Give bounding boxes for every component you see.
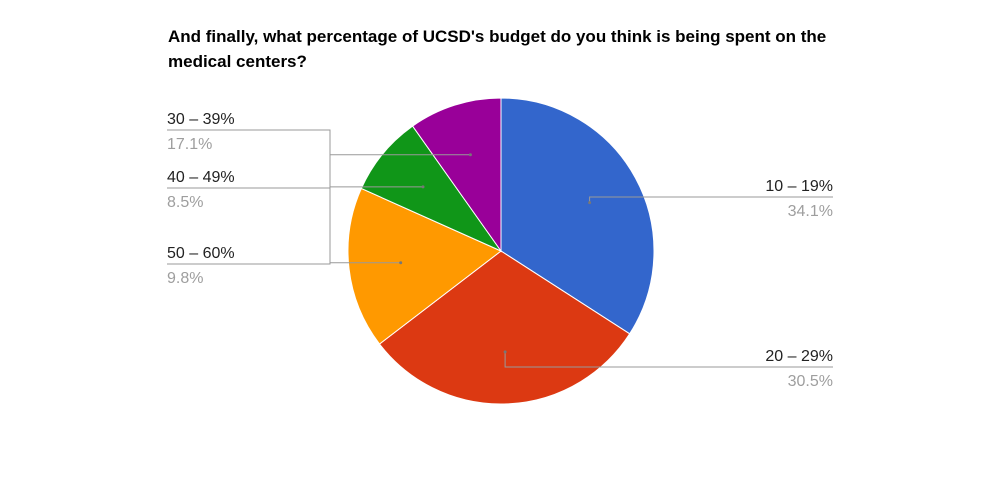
slice-value-1: 34.1% bbox=[788, 203, 833, 220]
pie-slice-3 bbox=[347, 187, 502, 345]
pie-slice-5 bbox=[411, 97, 502, 253]
slice-label-1: 10 – 19% bbox=[765, 178, 833, 195]
slice-value-5: 9.8% bbox=[167, 270, 203, 287]
leader-dot-4 bbox=[421, 185, 425, 189]
slice-label-5: 50 – 60% bbox=[167, 245, 235, 262]
slice-value-2: 30.5% bbox=[788, 373, 833, 390]
chart-title: And finally, what percentage of UCSD's b… bbox=[168, 27, 827, 71]
leader-dot-2 bbox=[503, 350, 507, 354]
leader-line-2 bbox=[504, 351, 833, 368]
slice-value-4: 8.5% bbox=[167, 194, 203, 211]
slice-value-3: 17.1% bbox=[167, 136, 212, 153]
leader-dot-1 bbox=[588, 201, 592, 205]
pie-slice-2 bbox=[378, 250, 631, 405]
leader-dot-3 bbox=[399, 261, 403, 265]
slice-label-4: 40 – 49% bbox=[167, 169, 235, 186]
leader-line-1 bbox=[589, 196, 833, 203]
pie-slice-1 bbox=[500, 97, 655, 335]
leader-line-5 bbox=[167, 154, 471, 265]
leader-dot-5 bbox=[468, 153, 472, 157]
slice-label-2: 20 – 29% bbox=[765, 348, 833, 365]
slice-label-3: 30 – 39% bbox=[167, 111, 235, 128]
